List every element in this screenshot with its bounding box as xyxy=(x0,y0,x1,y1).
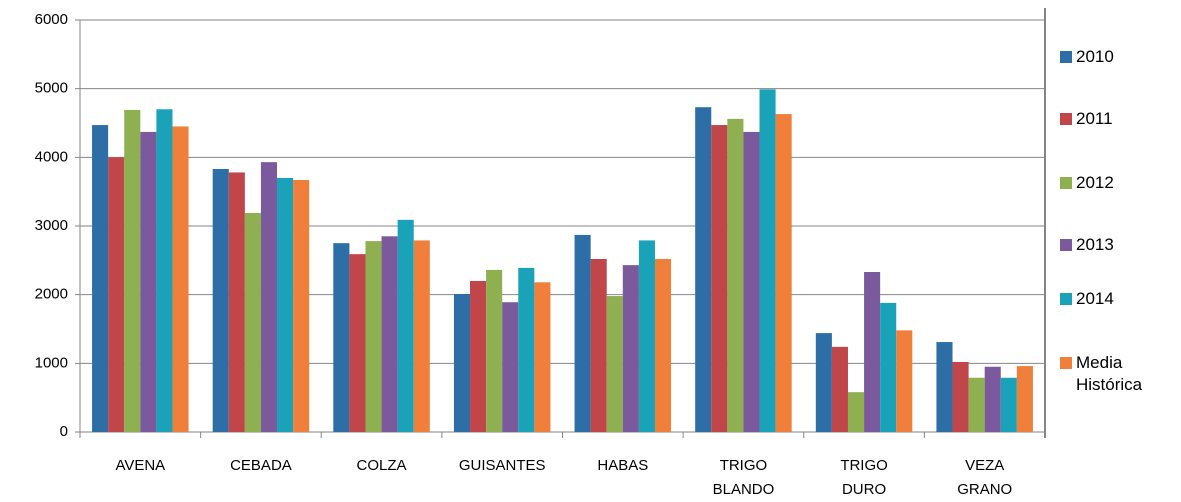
y-tick-label: 4000 xyxy=(35,148,68,165)
y-tick-label: 0 xyxy=(60,423,68,440)
legend-label: 2014 xyxy=(1076,289,1114,308)
legend-swatch xyxy=(1060,239,1072,251)
bar xyxy=(470,280,487,432)
legend-item: 2011 xyxy=(1060,108,1160,130)
legend-label: Media Histórica xyxy=(1076,353,1143,394)
bar xyxy=(695,107,712,432)
bar xyxy=(1016,366,1033,432)
bar xyxy=(156,109,173,433)
legend-item: Media Histórica xyxy=(1060,352,1166,396)
bar xyxy=(727,118,744,432)
legend-item: 2010 xyxy=(1060,46,1160,68)
y-tick-label: 6000 xyxy=(35,11,68,28)
bar xyxy=(654,258,672,432)
bar xyxy=(896,330,913,432)
x-tick-label: HABAS xyxy=(597,457,649,474)
bar xyxy=(92,125,109,432)
legend-swatch xyxy=(1060,113,1072,125)
bar xyxy=(381,236,398,432)
x-tick-label: VEZA GRANO xyxy=(957,457,1013,498)
bar xyxy=(397,219,414,432)
bar xyxy=(831,346,848,432)
bar xyxy=(228,172,245,432)
bar xyxy=(172,126,189,432)
y-tick-label: 1000 xyxy=(35,354,68,371)
bar xyxy=(413,240,430,432)
bar xyxy=(365,241,382,432)
x-tick-label: TRIGO DURO xyxy=(840,457,888,498)
legend-swatch xyxy=(1060,177,1072,189)
bar xyxy=(936,342,953,432)
x-tick-label: AVENA xyxy=(115,457,166,474)
bar xyxy=(212,169,229,433)
bar xyxy=(815,333,832,432)
y-tick-label: 3000 xyxy=(35,217,68,234)
bar xyxy=(743,131,760,432)
bar xyxy=(260,162,278,432)
legend-swatch xyxy=(1060,293,1072,305)
bar xyxy=(880,302,897,432)
bar xyxy=(518,267,535,432)
x-tick-label: CEBADA xyxy=(230,457,292,474)
bar xyxy=(277,177,294,432)
legend-label: 2013 xyxy=(1076,235,1114,254)
y-tick-label: 2000 xyxy=(35,286,68,303)
bar xyxy=(502,302,519,432)
bar xyxy=(952,361,969,432)
bar xyxy=(534,282,551,432)
bar xyxy=(293,179,310,432)
bar xyxy=(711,125,728,432)
bar xyxy=(590,258,607,432)
legend-swatch xyxy=(1060,51,1072,63)
legend-item: 2013 xyxy=(1060,234,1160,256)
y-tick-label: 5000 xyxy=(35,80,68,97)
bar xyxy=(864,272,881,432)
x-tick-label: TRIGO BLANDO xyxy=(712,457,775,498)
bar xyxy=(486,269,503,432)
bar xyxy=(108,157,125,433)
bar xyxy=(244,212,261,432)
bar xyxy=(574,234,591,432)
legend-label: 2010 xyxy=(1076,47,1114,66)
bar xyxy=(847,392,865,432)
bar xyxy=(638,240,655,432)
bar xyxy=(333,243,350,432)
legend-label: 2011 xyxy=(1076,109,1113,128)
legend-label: 2012 xyxy=(1076,173,1114,192)
bar xyxy=(606,296,623,432)
bar xyxy=(775,114,792,432)
x-tick-label: COLZA xyxy=(356,457,407,474)
legend-item: 2012 xyxy=(1060,172,1160,194)
bar xyxy=(1000,377,1017,432)
legend-item: 2014 xyxy=(1060,288,1160,310)
bar xyxy=(622,265,639,432)
bar xyxy=(140,131,157,432)
x-tick-label: GUISANTES xyxy=(458,457,546,474)
bar xyxy=(759,89,776,432)
bar xyxy=(349,254,366,432)
bar xyxy=(124,109,141,432)
legend-swatch xyxy=(1060,357,1072,369)
bar xyxy=(984,366,1001,432)
bar xyxy=(968,377,985,432)
bar xyxy=(453,293,471,432)
